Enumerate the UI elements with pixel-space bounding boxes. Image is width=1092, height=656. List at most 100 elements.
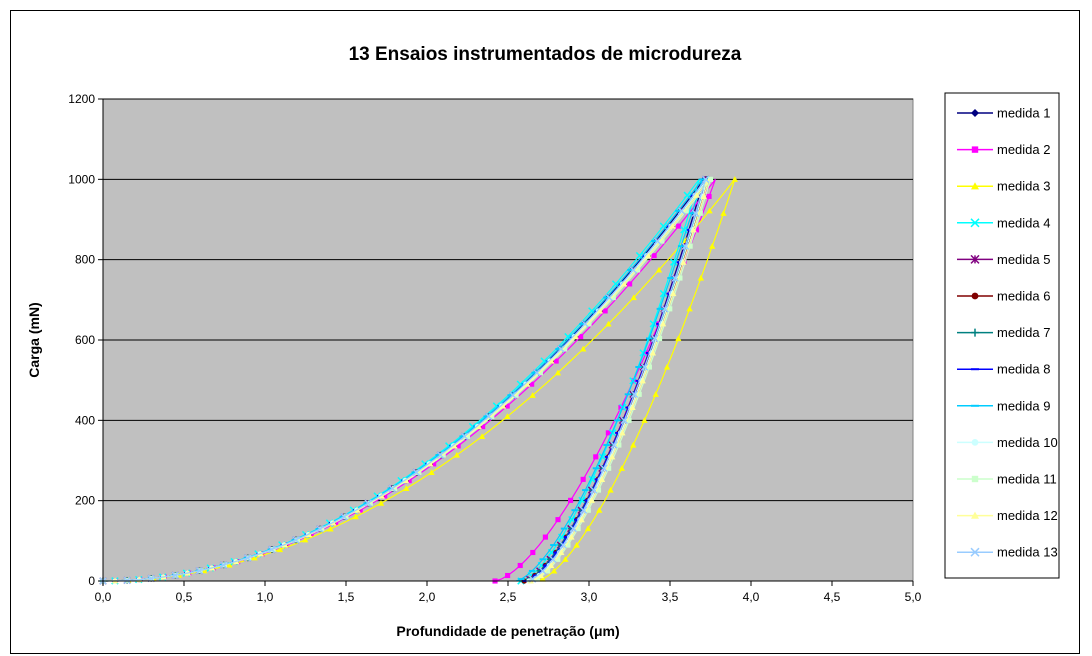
data-point (406, 478, 412, 484)
data-point (555, 556, 561, 562)
series-layer (99, 175, 738, 585)
data-point (588, 497, 595, 503)
data-point (677, 207, 686, 215)
data-point (555, 517, 561, 523)
data-point (509, 391, 517, 399)
data-point (971, 511, 979, 519)
legend-label: medida 9 (997, 398, 1050, 413)
data-point (589, 486, 598, 494)
data-point (649, 349, 657, 356)
data-point (661, 305, 669, 313)
series-line (102, 178, 707, 582)
data-point (659, 222, 668, 230)
legend-entry: medida 9 (957, 398, 1050, 413)
legend-label: medida 13 (997, 545, 1058, 560)
data-point (690, 226, 697, 233)
data-point (655, 266, 663, 273)
data-point (276, 546, 284, 553)
data-point (562, 556, 569, 562)
data-point (554, 369, 562, 376)
chart-frame: 13 Ensaios instrumentados de microdureza… (10, 10, 1080, 654)
legend-entries: medida 1 medida 2 medida 3 medida 4 medida 5… (957, 106, 1058, 560)
data-point (680, 259, 687, 265)
data-point (618, 465, 626, 471)
data-point (686, 305, 693, 312)
legend-label: medida 4 (997, 215, 1050, 230)
data-point (251, 554, 258, 561)
x-tick-label: 0,0 (95, 590, 112, 604)
data-point (635, 251, 644, 260)
data-point (505, 572, 511, 579)
y-axis-label: Carga (mN) (26, 302, 42, 377)
data-point (529, 392, 536, 398)
data-point (537, 572, 545, 579)
data-point (464, 433, 471, 439)
data-point (327, 525, 334, 532)
data-point (412, 468, 421, 477)
data-point (504, 403, 510, 409)
legend-entry: medida 7 (957, 325, 1050, 340)
data-point (616, 442, 622, 448)
data-point (352, 513, 359, 520)
data-point (402, 477, 410, 484)
data-point (219, 561, 228, 569)
data-point (557, 345, 565, 353)
data-point (645, 252, 652, 259)
data-point (475, 423, 482, 430)
data-point (675, 335, 682, 342)
data-point (517, 562, 523, 569)
legend-entry: medida 2 (957, 142, 1050, 157)
data-point (579, 506, 588, 514)
data-point (693, 192, 700, 198)
data-point (970, 547, 980, 557)
data-point (659, 238, 665, 244)
data-point (629, 266, 638, 274)
data-point (670, 290, 677, 297)
data-point (971, 146, 979, 153)
data-point (559, 541, 567, 549)
legend-entry: medida 11 (957, 472, 1057, 487)
data-point (598, 476, 606, 482)
data-point (316, 525, 324, 533)
data-point (639, 377, 646, 384)
y-tick-label: 0 (88, 574, 95, 588)
data-point (480, 424, 486, 430)
data-point (382, 493, 388, 499)
data-point (707, 176, 714, 182)
data-point (971, 439, 979, 446)
data-point (195, 566, 204, 575)
x-tick-label: 0,5 (176, 590, 193, 604)
data-point (489, 413, 495, 420)
data-point (640, 363, 649, 371)
data-point (550, 567, 558, 574)
legend-entry: medida 3 (957, 179, 1050, 194)
data-point (663, 363, 671, 370)
data-point (629, 404, 636, 411)
axes (98, 98, 914, 586)
data-point (605, 430, 611, 436)
x-tick-label: 1,5 (338, 590, 355, 604)
data-point (453, 451, 461, 458)
data-point (669, 222, 676, 229)
data-point (584, 525, 592, 532)
legend-label: medida 7 (997, 325, 1050, 340)
data-point (573, 541, 580, 548)
data-point (226, 561, 233, 568)
data-point (268, 545, 276, 554)
legend-box (944, 92, 1060, 579)
legend-label: medida 3 (997, 179, 1050, 194)
data-point (667, 306, 673, 312)
data-point (626, 417, 632, 423)
data-point (499, 402, 507, 409)
data-point (455, 443, 461, 449)
data-point (548, 357, 555, 364)
y-tick-label: 1200 (68, 92, 95, 106)
data-point (581, 320, 589, 328)
x-tick-label: 1,0 (257, 590, 274, 604)
data-point (428, 469, 435, 475)
data-point (357, 507, 363, 513)
data-point (683, 208, 689, 214)
data-point (460, 432, 469, 441)
legend-entry: medida 5 (957, 252, 1050, 267)
legend-entry: medida 8 (957, 362, 1050, 377)
